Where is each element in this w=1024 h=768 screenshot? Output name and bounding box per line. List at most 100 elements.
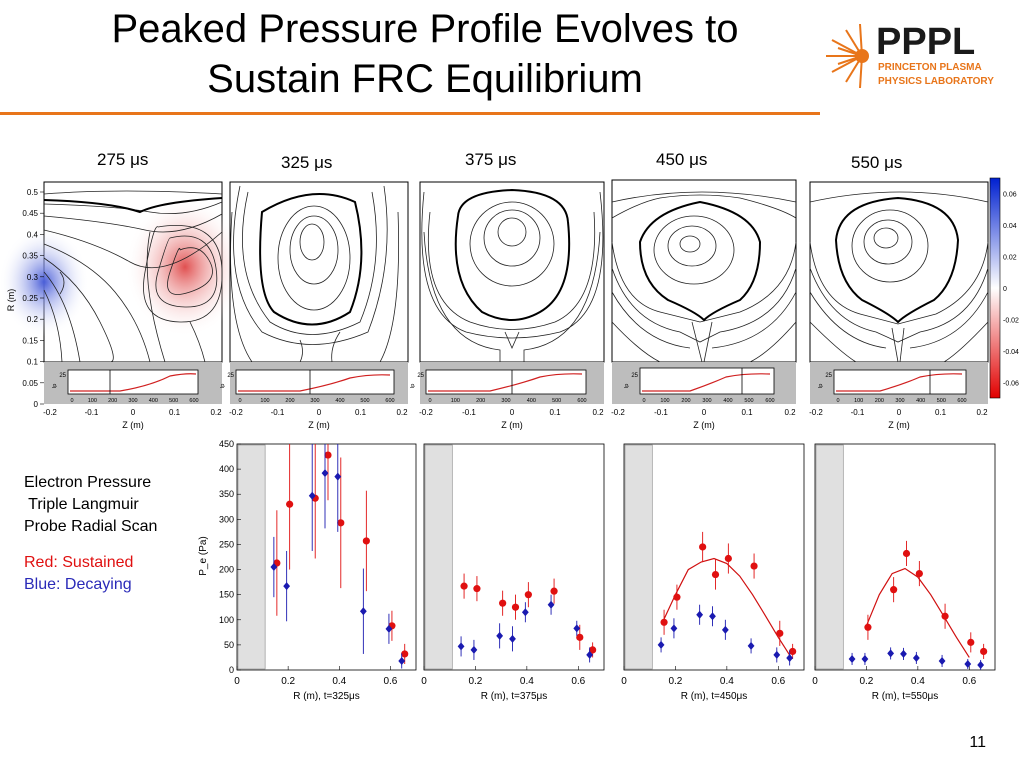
blue-data-point [308,491,316,500]
inset-xtick: 500 [744,398,753,404]
inset-xtick: 400 [149,398,158,404]
time-label-450: 450 μs [656,150,708,169]
inset-xtick: 500 [169,398,178,404]
inset-xtick: 600 [957,398,966,404]
colorbar-tick: -0.06 [1003,380,1019,387]
wall-region [624,444,653,670]
flux-contour-panels: 0.5 0.45 0.4 0.35 0.3 0.25 0.2 0.15 0.1 0.05 0 -0.2… [0,177,1019,430]
inset-ytick: 25 [825,373,832,379]
red-data-point [789,647,797,656]
wall-region [424,444,453,670]
contour-xtick: -0.2 [229,408,243,417]
logo-subtitle-2: PHYSICS LABORATORY [878,76,994,87]
blue-data-point [786,653,794,662]
red-data-point [673,593,681,601]
contour-xtick: 0.2 [396,408,408,417]
blue-data-point [334,472,342,481]
inset-xtick: 400 [916,398,925,404]
blue-data-point [887,649,895,658]
blue-data-point [657,640,665,649]
colorbar-tick: 0.02 [1003,255,1017,262]
x-axis-label: R (m), t=325μs [293,691,360,702]
xtick-label: 0.4 [332,676,346,687]
inset-ytick: 25 [227,373,234,379]
red-data-point [589,646,597,654]
inset-xtick: 100 [854,398,863,404]
contour-xtick: -0.1 [654,408,668,417]
time-label-275: 275 μs [97,150,149,169]
inset-ylabel: Ip [220,384,226,389]
inset-xtick: 600 [385,398,394,404]
inset-xtick: 600 [577,398,586,404]
legend-line-3: Probe Radial Scan [24,518,158,535]
title-divider [0,112,820,115]
contour-xtick: 0.2 [976,408,988,417]
red-data-point [576,633,584,641]
inset-xtick: 400 [527,398,536,404]
xtick-label: 0.6 [571,676,585,687]
contour-xtick: -0.2 [809,408,823,417]
ytick-label: 250 [219,539,234,549]
blue-data-point [586,650,594,659]
colorbar-tick: 0.04 [1003,223,1017,230]
contour-ylabel: R (m) [6,289,16,312]
contour-xtick: -0.1 [85,408,99,417]
inset-xtick: 600 [189,398,198,404]
red-data-point [550,587,558,595]
contour-xtick: 0.1 [935,408,947,417]
contour-ytick: 0.05 [22,379,38,388]
blue-data-point [696,610,704,619]
fit-curve [662,557,792,658]
colorbar-tick: 0.06 [1003,192,1017,199]
contour-xtick: 0.1 [549,408,561,417]
ytick-label: 350 [219,489,234,499]
contour-xlabel: Z (m) [501,420,523,430]
slide-title-line-2: Sustain FRC Equilibrium [207,57,643,101]
blue-data-point [359,607,367,616]
inset-ylabel: Ip [818,384,824,389]
inset-xtick: 0 [642,398,645,404]
legend-decaying: Blue: Decaying [24,576,132,593]
contour-xtick: -0.2 [43,408,57,417]
contour-ytick: 0.2 [27,315,39,324]
contour-ytick: 0.45 [22,209,38,218]
inset-xtick: 200 [875,398,884,404]
red-data-point [286,500,294,508]
inset-xtick: 300 [310,398,319,404]
red-data-point [362,537,370,545]
plot-frame [814,443,996,671]
contour-xtick: 0.2 [784,408,796,417]
contour-xtick: 0.1 [355,408,367,417]
contour-panel-275 [0,181,245,404]
inset-xtick: 300 [128,398,137,404]
contour-ytick: 0.1 [27,358,39,367]
inset-ylabel: Ip [410,384,416,389]
blue-data-point [398,656,406,665]
xtick-label: 0.2 [281,676,295,687]
ytick-label: 200 [219,565,234,575]
xtick-label: 0.6 [383,676,397,687]
inset-ytick: 25 [631,373,638,379]
inset-xtick: 200 [285,398,294,404]
pressure-panel-3: 0 0.2 0.4 0.6 R (m), t=450μs [621,443,805,702]
blue-data-point [848,654,856,663]
x-axis-label: R (m), t=550μs [872,691,939,702]
red-data-point [967,638,975,646]
contour-xtick: 0.2 [592,408,604,417]
blue-data-point [861,654,869,663]
slide-title: Peaked Pressure Profile Evolves to Susta… [40,4,810,104]
blue-data-point [721,625,729,634]
red-data-point [324,451,332,459]
colorbar-tick: -0.02 [1003,317,1019,324]
y-axis-label: P_e (Pa) [198,536,209,575]
blue-data-point [938,656,946,665]
red-data-point [864,623,872,631]
contour-xlabel: Z (m) [888,420,910,430]
legend-sustained: Red: Sustained [24,554,134,571]
inset-ytick: 25 [417,373,424,379]
contour-xtick: -0.1 [462,408,476,417]
inset-ylabel: Ip [624,384,630,389]
red-data-point [337,519,345,527]
red-data-point [524,591,532,599]
inset-xtick: 400 [335,398,344,404]
